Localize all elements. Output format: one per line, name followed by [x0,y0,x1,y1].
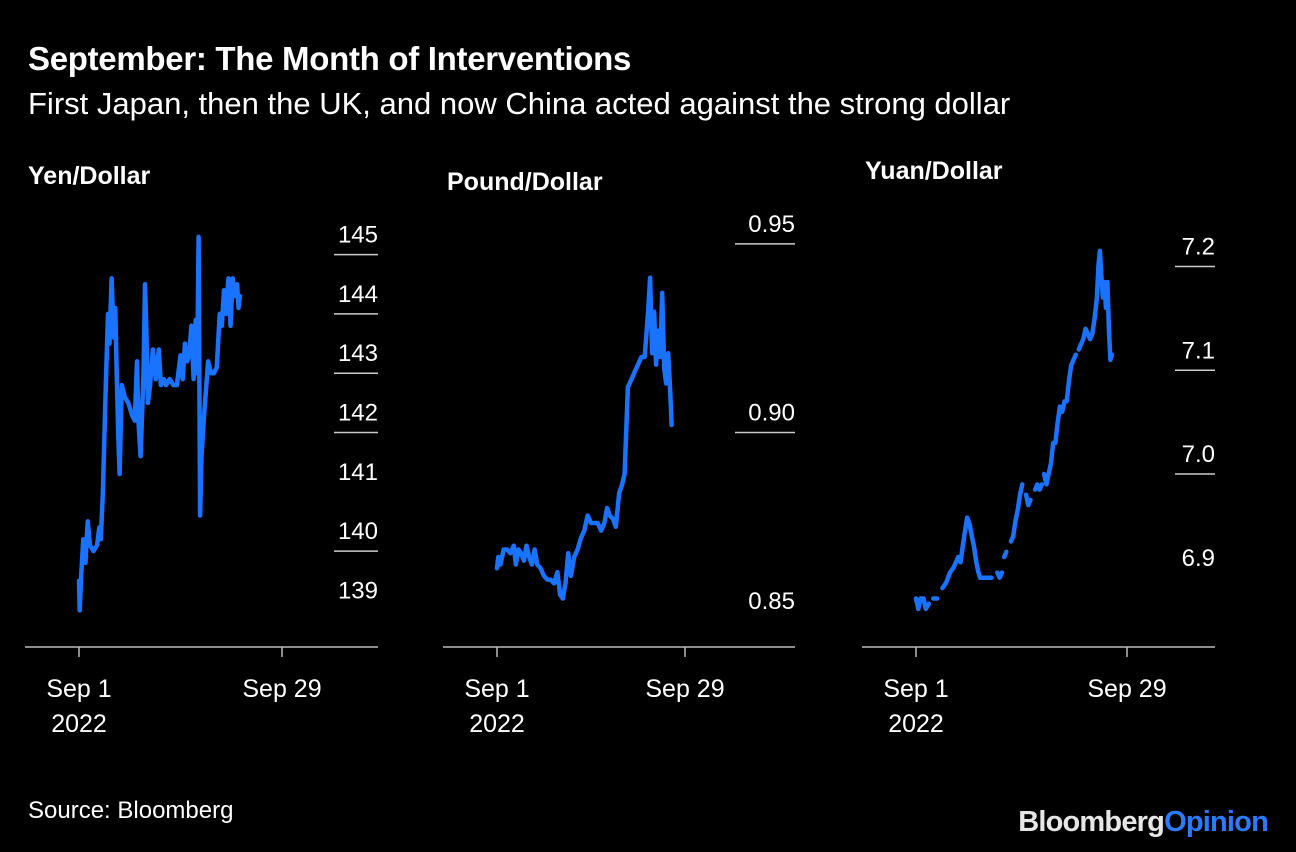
yuan-series-line [1064,352,1079,404]
yuan-series-line [913,596,932,612]
pound-y-tick-label: 0.90 [748,400,795,427]
yen-y-tick-label: 145 [338,222,378,249]
yuan-series-line [1032,482,1045,492]
pound-x-tick-label: 2022 [469,710,525,738]
yen-x-tick-label: Sep 29 [242,675,321,703]
pound-series-line [494,275,674,601]
yuan-series-line [1041,440,1056,487]
pound-x-tick-label: Sep 29 [645,675,724,703]
bloomberg-opinion-logo: BloombergOpinion [1018,806,1269,839]
yuan-series-line [1001,549,1009,560]
yen-y-tick-label: 142 [338,400,378,427]
pound-x-tick-label: Sep 1 [464,675,529,703]
brand-part-2: Opinion [1164,806,1269,838]
yuan-series-line [1023,492,1033,508]
pound-panel-title: Pound/Dollar [447,168,603,196]
yuan-series-line [995,570,1005,580]
yen-x-tick-label: 2022 [51,710,107,738]
yen-series-line [76,234,243,613]
yuan-series-line [1008,482,1025,544]
yuan-y-tick-label: 7.1 [1182,337,1215,364]
yuan-series-line [940,515,994,591]
chart-title: September: The Month of Interventions [28,40,632,77]
yuan-panel-title: Yuan/Dollar [865,157,1003,185]
yuan-x-tick-label: Sep 29 [1087,675,1166,703]
pound-y-tick-label: 0.85 [748,588,795,615]
yen-y-tick-label: 144 [338,281,378,308]
chart-subtitle: First Japan, then the UK, and now China … [28,86,1011,121]
yuan-series-line [1053,399,1067,446]
yuan-y-tick-label: 7.0 [1182,441,1215,468]
yen-panel-title: Yen/Dollar [28,162,151,190]
source-note: Source: Bloomberg [28,797,234,824]
yuan-x-tick-label: 2022 [888,710,944,738]
yen-y-tick-label: 141 [338,459,378,486]
yen-y-tick-label: 139 [338,577,378,604]
yuan-series-line [1076,248,1115,363]
yuan-x-tick-label: Sep 1 [883,675,948,703]
brand-part-1: Bloomberg [1018,806,1165,838]
yen-y-tick-label: 140 [338,518,378,545]
yen-x-tick-label: Sep 1 [46,675,111,703]
yuan-y-tick-label: 6.9 [1182,545,1215,572]
yuan-y-tick-label: 7.2 [1182,234,1215,261]
yen-y-tick-label: 143 [338,340,378,367]
pound-y-tick-label: 0.95 [748,211,795,238]
